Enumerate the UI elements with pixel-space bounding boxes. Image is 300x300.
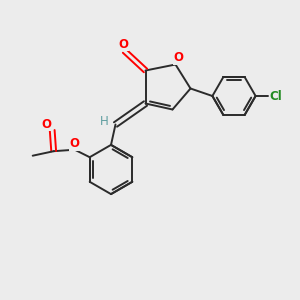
Text: O: O [118,38,128,51]
Text: Cl: Cl [270,89,282,103]
Text: O: O [70,137,80,150]
Text: H: H [100,115,109,128]
Text: O: O [173,51,184,64]
Text: O: O [41,118,51,131]
